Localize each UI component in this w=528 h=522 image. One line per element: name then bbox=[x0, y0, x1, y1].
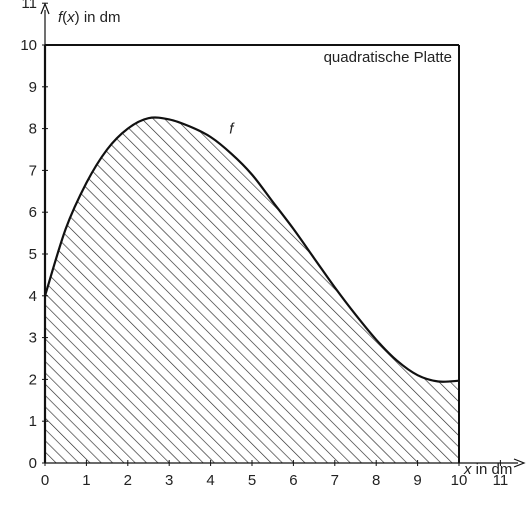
y-tick-label: 8 bbox=[29, 121, 37, 138]
y-tick-label: 11 bbox=[21, 0, 37, 12]
y-tick-label: 7 bbox=[29, 162, 37, 179]
x-tick-label: 7 bbox=[331, 472, 339, 489]
x-tick-label: 11 bbox=[493, 472, 509, 489]
x-tick-label: 3 bbox=[165, 472, 173, 489]
y-axis-arrow bbox=[40, 2, 50, 15]
y-axis-label: f(x) in dm bbox=[58, 9, 121, 26]
x-tick-label: 1 bbox=[82, 472, 90, 489]
y-tick-label: 2 bbox=[29, 371, 37, 388]
function-curve bbox=[43, 116, 460, 383]
y-tick-label: 9 bbox=[29, 79, 37, 96]
x-tick-label: 0 bbox=[41, 472, 49, 489]
x-tick-label: 4 bbox=[206, 472, 214, 489]
x-tick-label: 2 bbox=[124, 472, 132, 489]
y-tick-label: 3 bbox=[29, 330, 37, 347]
y-tick-label: 1 bbox=[29, 413, 37, 430]
y-tick-label: 10 bbox=[20, 37, 37, 54]
y-tick-label: 0 bbox=[29, 455, 37, 472]
y-tick-label: 4 bbox=[29, 288, 37, 305]
x-tick-label: 8 bbox=[372, 472, 380, 489]
y-tick-label: 5 bbox=[29, 246, 37, 263]
plate-label: quadratische Platte bbox=[324, 49, 452, 66]
function-label: f bbox=[229, 120, 235, 137]
x-tick-label: 5 bbox=[248, 472, 256, 489]
x-tick-label: 6 bbox=[289, 472, 297, 489]
x-tick-label: 10 bbox=[451, 472, 468, 489]
x-axis-arrow bbox=[513, 458, 526, 468]
x-axis-label: x in dm bbox=[463, 461, 512, 478]
hatched-area bbox=[45, 117, 459, 463]
x-tick-label: 9 bbox=[413, 472, 421, 489]
y-tick-label: 6 bbox=[29, 204, 37, 221]
